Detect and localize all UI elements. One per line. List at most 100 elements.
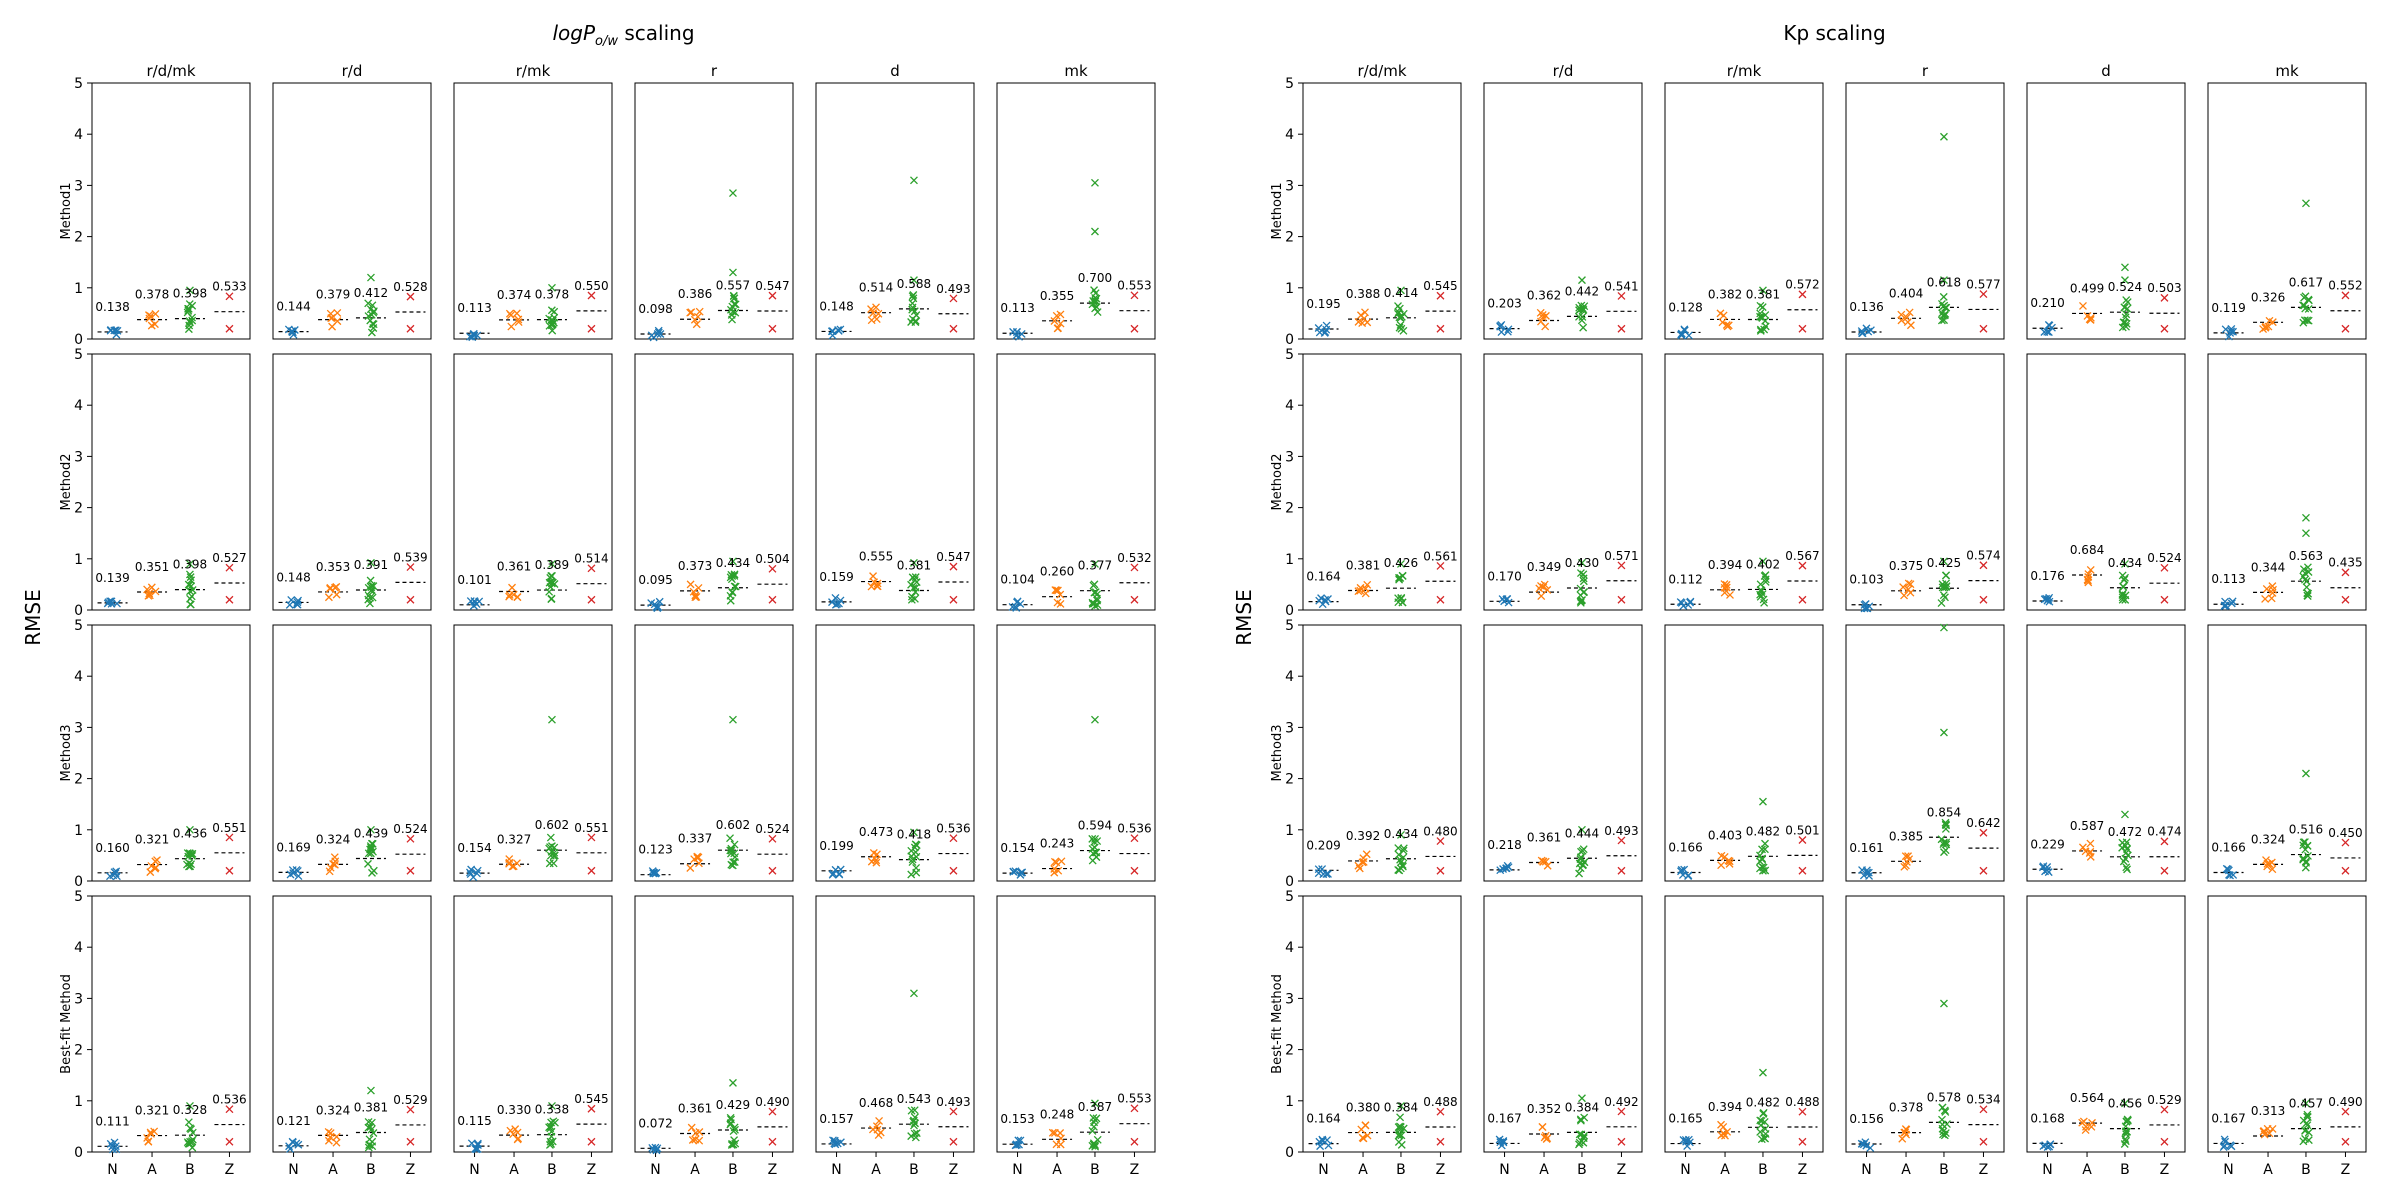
x-tick-label: A — [1052, 1162, 1062, 1178]
subplot-frame — [1664, 353, 1824, 611]
subplot-frame — [91, 624, 251, 882]
data-point-N — [1012, 331, 1021, 340]
mean-value-label: 0.164 — [1306, 1112, 1340, 1126]
mean-value-label: 0.384 — [1384, 1100, 1418, 1114]
data-point-B-outlier — [548, 1101, 556, 1110]
data-point-B — [729, 291, 738, 300]
x-tick-label: B — [1090, 1162, 1100, 1178]
data-point-A — [2086, 847, 2095, 856]
y-tick-label: 1 — [1285, 1094, 1294, 1110]
data-point-Z — [1798, 1137, 1807, 1146]
data-point-A — [695, 1136, 704, 1145]
mean-value-label: 0.524 — [755, 822, 789, 836]
data-point-B — [730, 582, 739, 591]
data-point-B — [727, 860, 736, 869]
mean-value-label: 0.561 — [1423, 549, 1457, 563]
subplot-frame — [453, 353, 613, 611]
data-point-A — [151, 864, 160, 873]
data-point-N — [1322, 321, 1331, 330]
data-point-Z — [2341, 1137, 2350, 1146]
data-point-B — [2121, 854, 2130, 863]
mean-value-label: 0.402 — [1746, 557, 1780, 571]
data-point-N — [1016, 870, 1025, 879]
y-tick-label: 0 — [74, 332, 83, 348]
data-point-B — [1756, 312, 1764, 321]
data-point-N — [829, 1136, 837, 1145]
data-point-N — [649, 1145, 658, 1154]
mean-value-label: 0.321 — [135, 1104, 169, 1118]
mean-value-label: 0.361 — [1527, 831, 1561, 845]
y-tick-label: 5 — [1285, 889, 1294, 905]
x-tick-label: Z — [1979, 1162, 1989, 1178]
mean-value-label: 0.381 — [897, 558, 931, 572]
data-point-A — [875, 1116, 884, 1125]
data-point-A — [1363, 1131, 1372, 1140]
mean-value-label: 0.243 — [1040, 837, 1074, 851]
subplot-frame — [453, 895, 613, 1153]
y-tick-label: 2 — [1285, 501, 1294, 517]
data-point-Z — [1617, 595, 1626, 604]
x-tick-label: Z — [1617, 1162, 1627, 1178]
data-point-B — [727, 1141, 736, 1149]
data-point-A — [1906, 321, 1915, 330]
mean-value-label: 0.492 — [1604, 1095, 1638, 1109]
y-tick-label: 3 — [74, 991, 83, 1007]
y-tick-label: 2 — [74, 230, 83, 246]
data-point-B — [907, 318, 916, 326]
x-tick-label: Z — [225, 1162, 235, 1178]
mean-value-label: 0.503 — [2147, 281, 2181, 295]
data-point-B — [1399, 309, 1408, 318]
subplot-frame — [996, 624, 1156, 882]
data-point-Z — [587, 595, 596, 604]
data-point-B — [185, 581, 194, 590]
data-point-Z — [1798, 595, 1807, 604]
data-point-A — [2079, 1117, 2088, 1126]
mean-value-label: 0.148 — [276, 570, 310, 584]
data-point-B — [731, 308, 740, 317]
mean-value-label: 0.536 — [212, 1093, 246, 1107]
data-point-A — [332, 1138, 341, 1147]
data-point-B — [1578, 861, 1587, 870]
subplot-frame — [2026, 82, 2186, 340]
data-point-A — [146, 868, 155, 877]
mean-value-label: 0.121 — [276, 1114, 310, 1128]
data-point-B-outlier — [186, 825, 194, 834]
data-point-B — [186, 1137, 195, 1146]
data-point-Z — [1617, 291, 1626, 300]
data-point-N — [112, 1145, 121, 1154]
data-point-A — [2262, 856, 2270, 865]
data-point-A — [145, 591, 154, 600]
data-point-Z — [949, 294, 958, 303]
data-point-N — [831, 1140, 840, 1149]
data-point-Z — [587, 866, 596, 875]
x-tick-label: B — [1758, 1162, 1768, 1178]
data-point-N — [466, 332, 474, 341]
y-tick-label: 2 — [74, 501, 83, 517]
row-label: Method1 — [1270, 182, 1285, 239]
subplot-frame — [1664, 895, 1824, 1153]
data-point-B — [2122, 838, 2131, 847]
data-point-B-outlier — [1940, 276, 1948, 285]
mean-value-label: 0.504 — [755, 552, 789, 566]
data-point-B — [907, 592, 916, 601]
data-point-N — [1862, 866, 1871, 875]
data-point-A — [1717, 861, 1726, 870]
mean-value-label: 0.324 — [316, 1103, 350, 1117]
data-point-B — [1091, 297, 1100, 306]
data-point-B — [1939, 292, 1948, 301]
data-point-B-outlier — [729, 715, 737, 724]
x-tick-label: N — [1499, 1162, 1509, 1178]
mean-value-label: 0.457 — [2289, 1097, 2323, 1111]
data-point-Z — [1436, 837, 1445, 846]
column-title: r/mk — [1727, 62, 1762, 80]
y-tick-label: 3 — [74, 178, 83, 194]
data-point-B-outlier — [2302, 769, 2310, 778]
mean-value-label: 0.352 — [1527, 1102, 1561, 1116]
data-point-N — [1857, 327, 1866, 336]
x-tick-label: N — [831, 1162, 841, 1178]
data-point-N — [1860, 600, 1869, 609]
data-point-A — [694, 859, 703, 868]
mean-value-label: 0.480 — [1423, 824, 1457, 838]
data-point-B — [2303, 851, 2312, 860]
data-point-B — [2123, 1127, 2132, 1136]
